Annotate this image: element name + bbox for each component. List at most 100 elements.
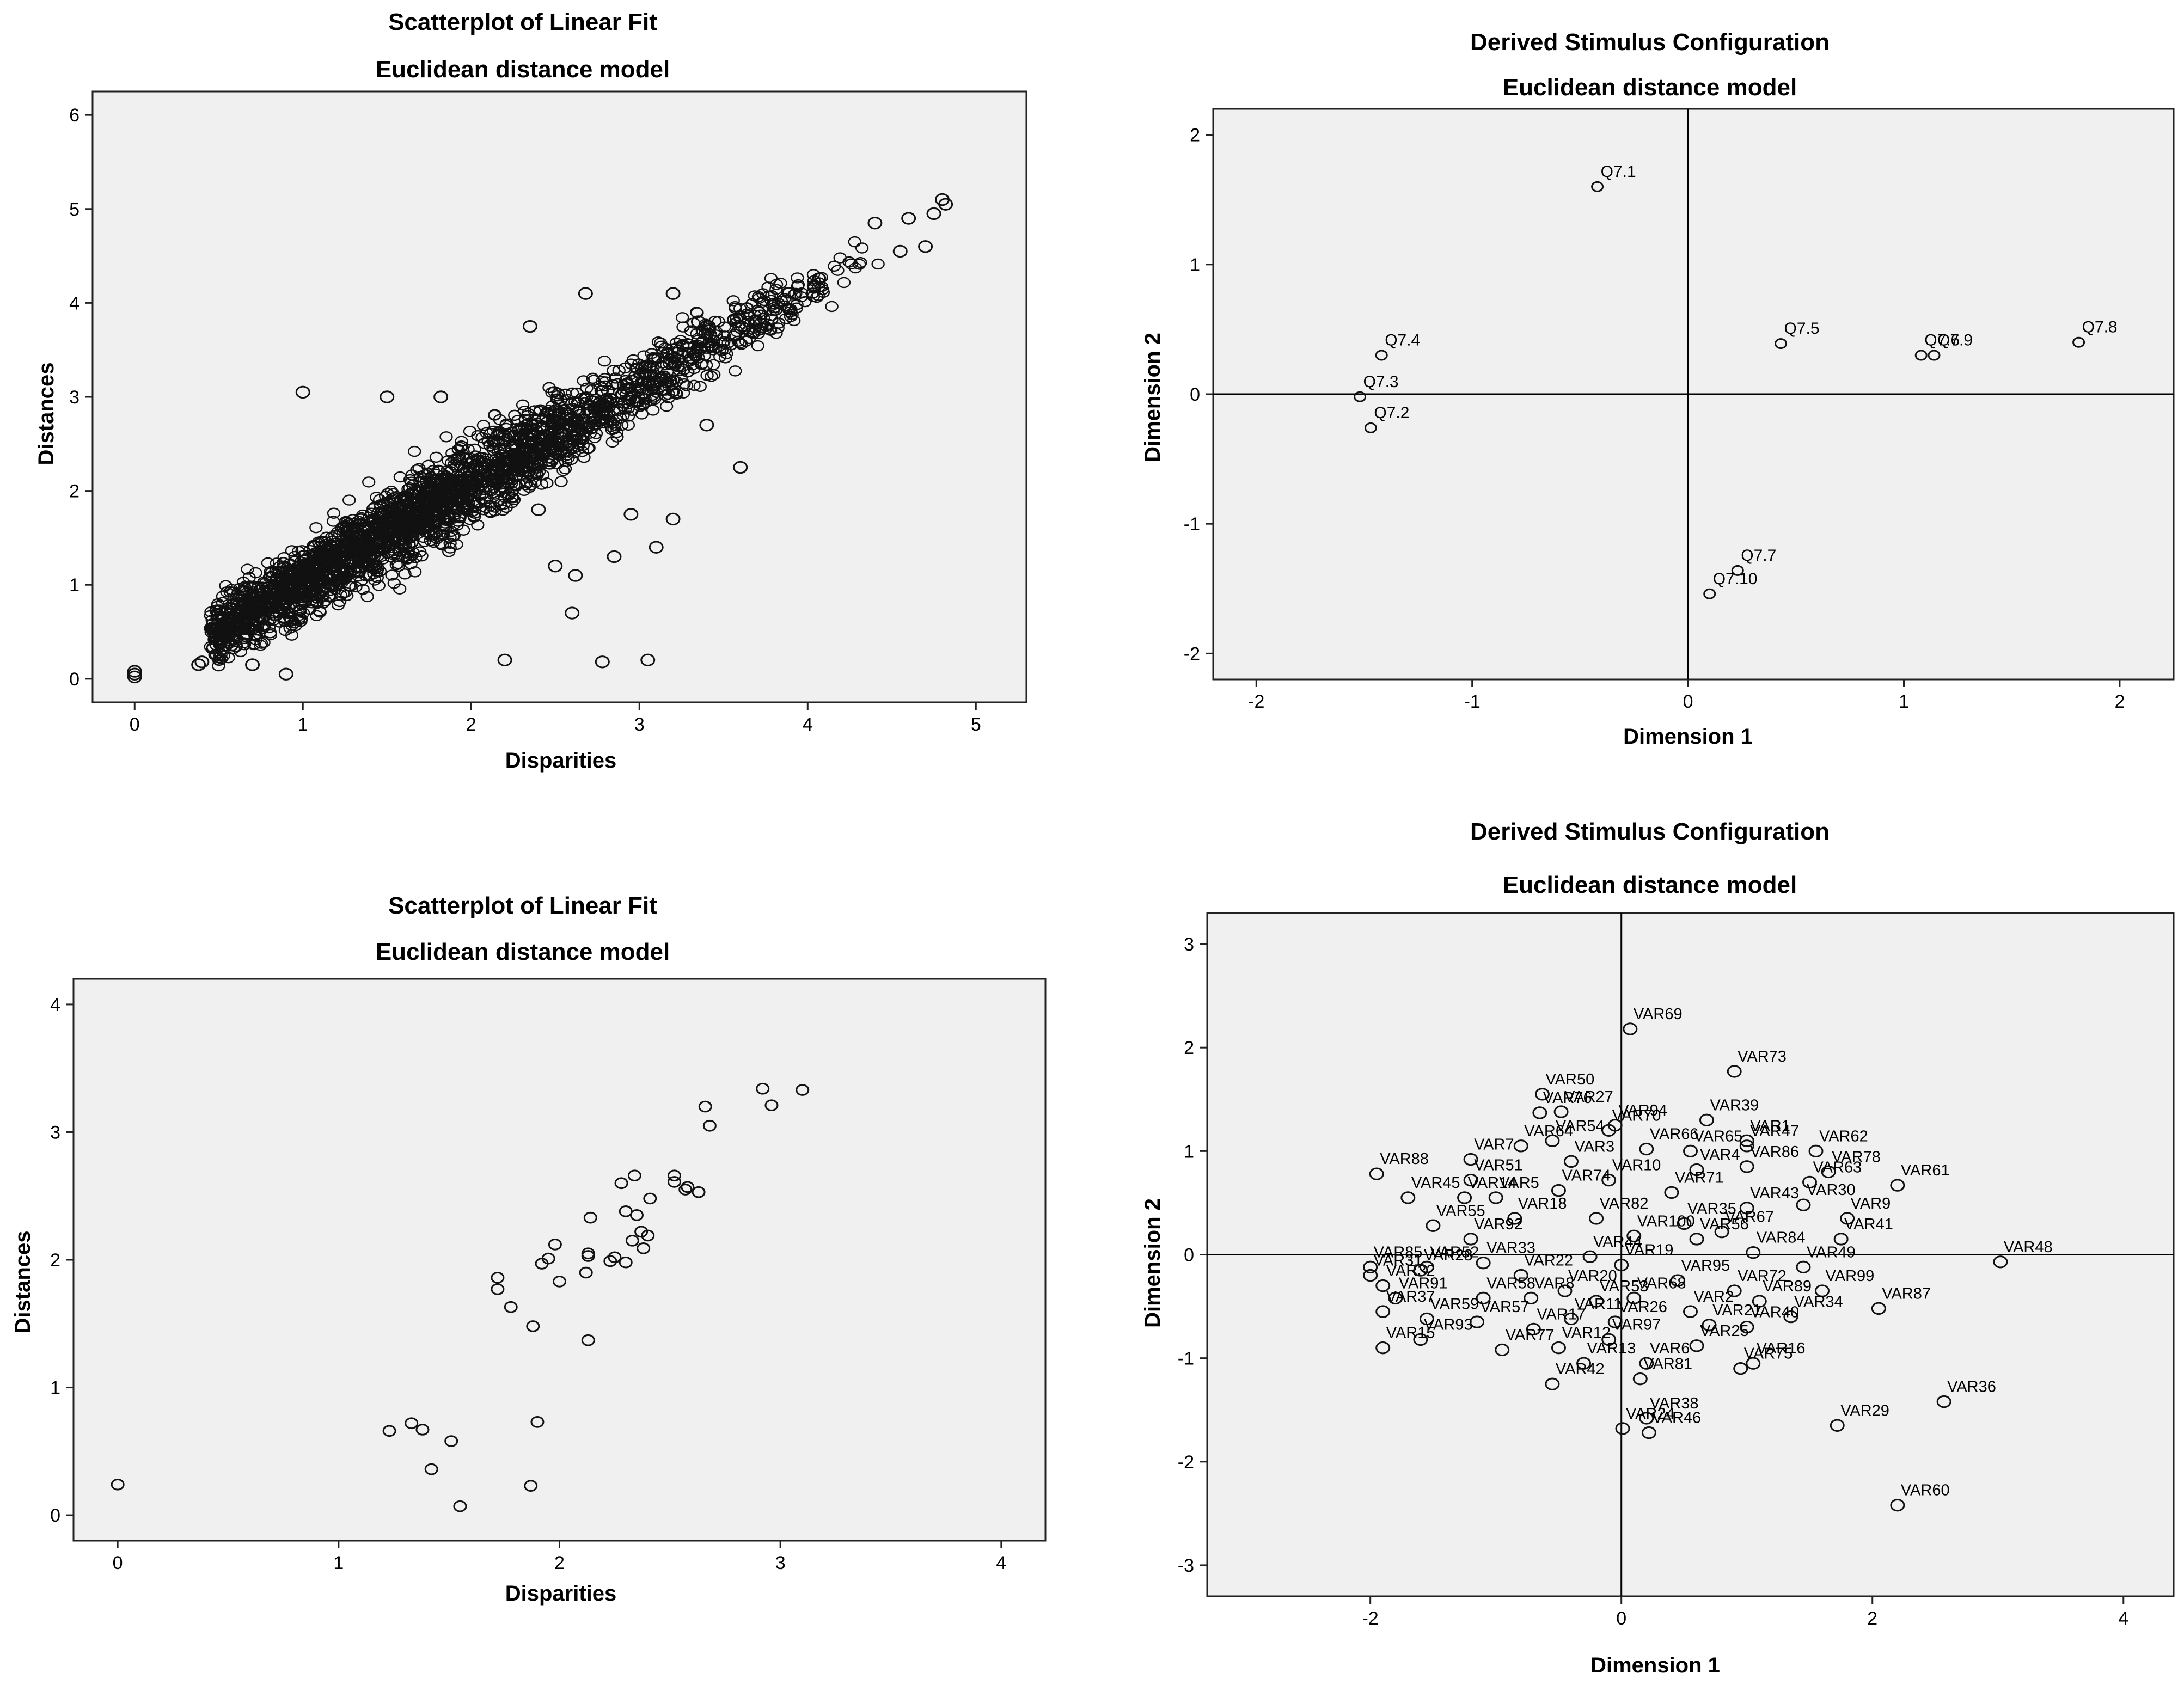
x-tick-label: 1	[333, 1553, 344, 1573]
data-point	[667, 1169, 681, 1182]
data-point	[1936, 1395, 1951, 1408]
data-point	[678, 1184, 693, 1196]
data-point	[1808, 1144, 1824, 1158]
data-point	[451, 504, 466, 516]
data-point	[1739, 1134, 1754, 1148]
data-point	[485, 485, 498, 497]
data-point	[605, 436, 619, 448]
chart-subtitle: Euclidean distance model	[1503, 74, 1797, 101]
data-point	[583, 1211, 597, 1224]
data-point	[371, 538, 385, 550]
data-point	[641, 1229, 655, 1242]
data-point	[564, 412, 578, 424]
data-point	[445, 457, 458, 469]
data-point	[735, 339, 748, 350]
point-label: VAR34	[1794, 1294, 1843, 1311]
data-point	[782, 286, 796, 298]
data-point	[703, 328, 717, 340]
point-label: VAR70	[1612, 1107, 1661, 1124]
data-point	[491, 445, 505, 457]
chart-subtitle: Euclidean distance model	[376, 56, 670, 83]
point-label: VAR44	[1593, 1233, 1642, 1251]
chart-subtitle: Euclidean distance model	[376, 939, 670, 965]
data-point	[576, 434, 590, 445]
data-point	[367, 560, 381, 572]
data-point	[855, 242, 869, 254]
data-point	[362, 559, 375, 571]
y-tick-label: -1	[1184, 514, 1200, 535]
data-point	[623, 508, 639, 521]
data-point	[1670, 1274, 1685, 1287]
data-point	[686, 353, 700, 365]
point-label: VAR82	[1600, 1195, 1649, 1212]
point-label: VAR39	[1710, 1096, 1759, 1114]
data-point	[699, 419, 714, 432]
data-point	[1993, 1255, 2008, 1269]
point-label: VAR100	[1637, 1212, 1695, 1230]
data-point	[477, 504, 491, 516]
data-point	[433, 390, 449, 403]
data-point	[621, 410, 635, 422]
data-point	[389, 519, 402, 531]
data-point	[1470, 1315, 1485, 1328]
data-point	[254, 639, 267, 651]
data-point	[380, 390, 395, 403]
data-point	[1614, 1258, 1629, 1272]
point-label: VAR33	[1486, 1240, 1535, 1257]
point-label: VAR1	[1750, 1117, 1790, 1135]
data-point	[294, 613, 308, 625]
data-point	[769, 279, 784, 290]
data-point	[385, 569, 399, 581]
data-point	[828, 260, 841, 272]
data-point	[595, 655, 610, 669]
point-label: VAR41	[1844, 1216, 1893, 1233]
data-point	[328, 584, 342, 595]
y-tick-label: -3	[1178, 1555, 1194, 1576]
data-point	[429, 504, 442, 516]
data-point	[756, 1082, 770, 1095]
point-label: VAR8	[1534, 1275, 1575, 1292]
data-point	[410, 464, 424, 476]
data-point	[396, 530, 410, 542]
data-point	[1375, 1279, 1391, 1292]
x-tick-label: 2	[554, 1553, 565, 1573]
data-point	[531, 503, 546, 516]
data-point	[439, 431, 453, 443]
point-label: VAR47	[1750, 1123, 1799, 1140]
data-point	[424, 535, 437, 547]
data-point	[378, 529, 392, 540]
data-point	[347, 526, 361, 538]
data-point	[578, 287, 593, 300]
data-point	[1488, 1191, 1503, 1204]
data-point	[506, 492, 519, 504]
point-label: VAR16	[1757, 1340, 1806, 1357]
data-point	[194, 655, 210, 669]
point-label: VAR6	[1650, 1340, 1690, 1357]
point-label: Q7.5	[1784, 320, 1820, 338]
data-point	[416, 512, 430, 524]
data-point	[225, 626, 238, 637]
point-label: VAR66	[1650, 1126, 1699, 1143]
data-point	[1890, 1498, 1905, 1512]
data-point	[484, 474, 498, 485]
data-point	[1375, 350, 1388, 361]
data-point	[469, 471, 484, 483]
data-point	[1513, 1139, 1528, 1153]
point-label: VAR85	[1374, 1243, 1423, 1261]
point-label: VAR26	[1618, 1298, 1667, 1316]
data-point	[1641, 1426, 1656, 1439]
data-point	[330, 541, 344, 552]
chart-top-left: Scatterplot of Linear Fit Euclidean dist…	[0, 0, 1078, 806]
point-label: VAR68	[1637, 1275, 1686, 1292]
data-point	[366, 503, 380, 514]
data-point	[326, 516, 340, 527]
data-point	[733, 461, 748, 474]
data-point	[658, 342, 672, 354]
data-point	[484, 427, 498, 439]
data-point	[926, 207, 941, 220]
data-point	[1545, 1377, 1560, 1390]
point-label: VAR62	[1819, 1128, 1868, 1145]
data-point	[1375, 1305, 1391, 1318]
data-point	[421, 502, 436, 513]
data-point	[417, 531, 430, 543]
